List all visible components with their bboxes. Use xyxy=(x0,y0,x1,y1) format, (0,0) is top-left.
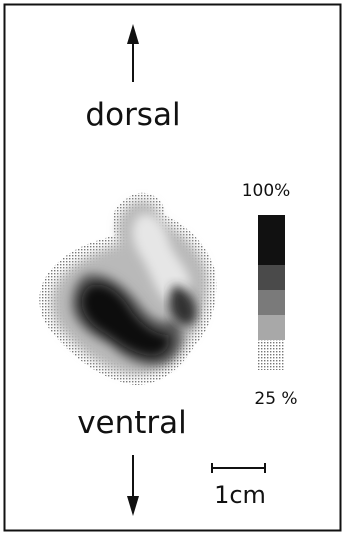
scale-max-label: 100% xyxy=(242,181,291,201)
figure: dorsal 100% 25 % ventral 1cm xyxy=(0,0,346,535)
scale-bar-label: 1cm xyxy=(214,481,266,509)
ventral-label: ventral xyxy=(77,405,187,441)
scale-min-label: 25 % xyxy=(254,389,297,409)
page: dorsal 100% 25 % ventral 1cm (() => { co… xyxy=(0,0,346,535)
dorsal-label: dorsal xyxy=(85,97,180,133)
color-scale xyxy=(258,215,285,370)
